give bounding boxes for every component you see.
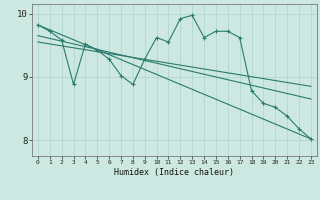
X-axis label: Humidex (Indice chaleur): Humidex (Indice chaleur) — [115, 168, 234, 177]
